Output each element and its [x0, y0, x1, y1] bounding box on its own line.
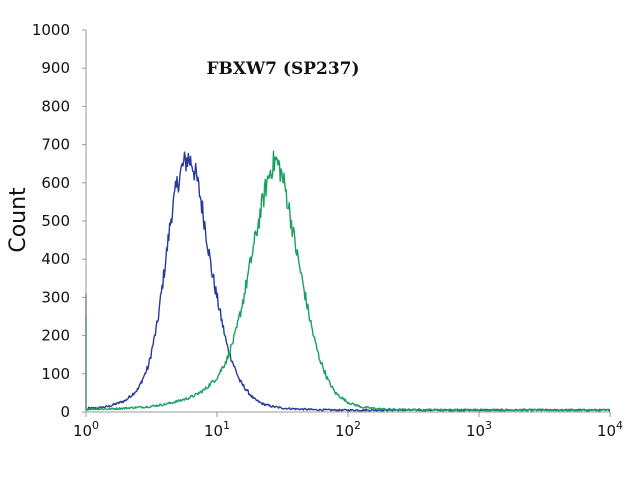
x-tick-label: 100: [73, 419, 99, 440]
x-tick-base: 10: [335, 422, 354, 440]
x-tick-base: 10: [597, 422, 616, 440]
y-tick-label: 300: [41, 288, 70, 306]
x-tick-label: 102: [335, 419, 361, 440]
x-tick-exponent: 1: [223, 419, 230, 432]
y-tick-label: 500: [41, 212, 70, 230]
x-tick-base: 10: [73, 422, 92, 440]
y-tick-label: 600: [41, 174, 70, 192]
y-tick-label: 900: [41, 59, 70, 77]
x-tick-exponent: 0: [92, 419, 99, 432]
x-tick-exponent: 3: [485, 419, 492, 432]
y-tick-label: 1000: [32, 21, 70, 39]
y-axis-ticks: 0 100 200 300 400 500 600 700 800 900 1000: [32, 21, 86, 421]
x-tick-base: 10: [204, 422, 223, 440]
y-tick-label: 400: [41, 250, 70, 268]
chart-title: FBXW7 (SP237): [206, 59, 359, 79]
x-tick-base: 10: [466, 422, 485, 440]
x-tick-label: 104: [597, 419, 623, 440]
fbxw7-histogram-line: [85, 150, 611, 412]
x-axis-ticks: 100 101 102 103 104: [73, 412, 623, 440]
x-tick-label: 103: [466, 419, 492, 440]
x-tick-exponent: 2: [354, 419, 361, 432]
y-tick-label: 700: [41, 136, 70, 154]
y-tick-label: 100: [41, 365, 70, 383]
x-tick-label: 101: [204, 419, 230, 440]
y-tick-label: 0: [60, 403, 70, 421]
y-axis-title: Count: [6, 187, 31, 253]
y-tick-label: 800: [41, 97, 70, 115]
control-histogram-line: [85, 151, 610, 412]
histogram-series: [85, 150, 611, 412]
x-tick-exponent: 4: [616, 419, 623, 432]
y-tick-label: 200: [41, 327, 70, 345]
